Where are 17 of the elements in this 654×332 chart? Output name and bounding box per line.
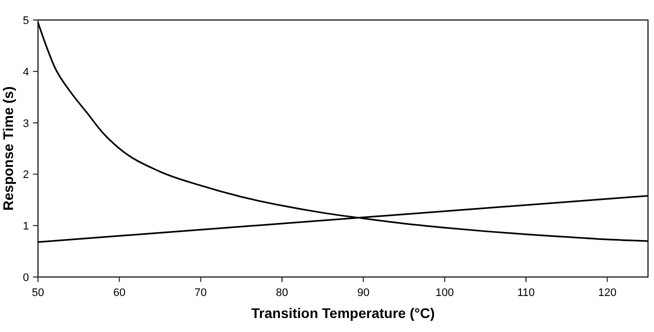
- y-tick-label: 2: [22, 169, 29, 182]
- x-tick-label: 120: [598, 287, 617, 299]
- line-series: [37, 22, 649, 242]
- x-tick-label: 90: [357, 287, 370, 299]
- y-tick-label: 3: [22, 118, 29, 130]
- y-tick-label: 1: [22, 220, 29, 233]
- x-tick-label: 80: [276, 287, 288, 299]
- y-tick-label: 5: [22, 15, 29, 27]
- y-tick-label: 0: [22, 272, 29, 284]
- x-axis-title: Transition Temperature (°C): [251, 305, 435, 321]
- x-tick-label: 60: [113, 287, 126, 299]
- y-axis-title: Response Time (s): [0, 86, 16, 211]
- x-tick-label: 70: [194, 287, 207, 299]
- y-tick-label: 4: [22, 66, 29, 78]
- x-tick-label: 110: [517, 287, 535, 299]
- x-tick-label: 100: [435, 287, 454, 299]
- x-tick-label: 50: [32, 287, 44, 299]
